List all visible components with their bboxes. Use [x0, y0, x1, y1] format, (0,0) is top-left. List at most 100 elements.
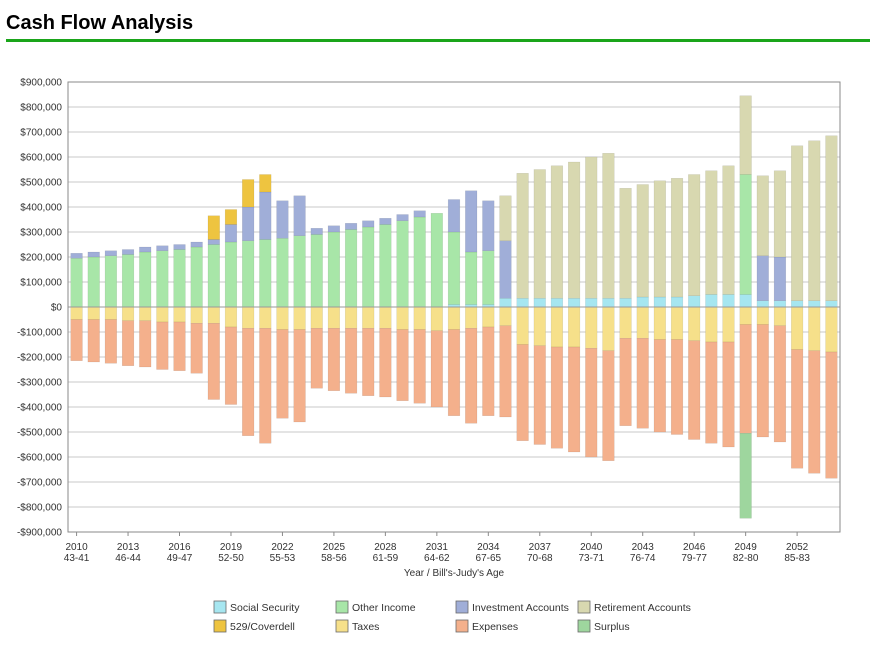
bar-segment [516, 173, 529, 299]
bar-segment [379, 218, 392, 225]
bar-segment [139, 320, 152, 368]
bar-segment [430, 330, 443, 408]
bar-segment [670, 339, 684, 435]
bar-segment [259, 306, 272, 329]
bar-segment [585, 348, 598, 458]
bar-segment [242, 328, 255, 436]
bar-segment [327, 225, 340, 233]
bar-segment [739, 95, 752, 175]
x-tick-year: 2040 [580, 542, 603, 553]
bar-segment [413, 306, 426, 330]
x-tick-year: 2052 [786, 542, 809, 553]
x-tick-year: 2049 [735, 542, 758, 553]
bar-segment [327, 306, 340, 329]
bar-segment [207, 239, 220, 245]
x-tick-ages: 55-53 [270, 553, 296, 564]
bar-segment [722, 341, 735, 448]
bar-segment [791, 349, 804, 469]
bar-segment [499, 240, 512, 299]
bar-segment [653, 296, 666, 308]
bar-segment [70, 258, 83, 308]
bar-segment [533, 169, 546, 299]
bar-segment [173, 244, 186, 250]
x-tick-year: 2013 [117, 542, 140, 553]
legend-swatch [455, 619, 469, 633]
bar-segment [808, 350, 821, 474]
bar-segment [516, 306, 529, 345]
bar-segment [121, 249, 135, 255]
bar-segment [139, 306, 152, 321]
bar-segment [276, 200, 289, 239]
bar-segment [499, 325, 512, 418]
bar-segment [533, 345, 546, 445]
bar-segment [773, 306, 787, 326]
bar-segment [825, 300, 838, 308]
x-tick-year: 2016 [168, 542, 191, 553]
bar-segment [104, 255, 117, 308]
bar-segment [224, 224, 238, 243]
y-tick-label: -$800,000 [17, 503, 62, 514]
bar-segment [670, 178, 684, 298]
bar-segment [739, 294, 752, 308]
bar-segment [224, 241, 238, 308]
bar-segment [379, 224, 392, 308]
bar-segment [739, 433, 752, 519]
x-tick-year: 2028 [374, 542, 397, 553]
bar-segment [207, 323, 220, 400]
bar-segment [739, 306, 752, 325]
bar-segment [482, 306, 495, 328]
x-tick-ages: 70-68 [527, 553, 553, 564]
bar-segment [636, 306, 649, 339]
legend-swatch [577, 600, 591, 614]
bar-segment [310, 306, 323, 329]
bar-segment [636, 296, 649, 308]
bar-segment [791, 145, 804, 301]
bar-segment [121, 320, 135, 366]
bar-segment [499, 298, 512, 308]
bar-segment [825, 135, 838, 301]
bar-segment [825, 351, 838, 479]
bar-segment [207, 215, 220, 240]
bar-segment [568, 306, 581, 348]
y-tick-label: -$100,000 [17, 328, 62, 339]
bar-segment [242, 206, 255, 241]
y-tick-label: -$600,000 [17, 453, 62, 464]
bar-segment [207, 244, 220, 308]
bar-segment [224, 209, 238, 225]
legend-label: Taxes [352, 621, 379, 633]
bar-segment [259, 239, 272, 308]
legend-swatch [335, 600, 349, 614]
bar-segment [482, 200, 495, 251]
bar-segment [104, 319, 117, 364]
bar-segment [550, 346, 564, 449]
bar-segment [568, 298, 581, 308]
x-tick-ages: 85-83 [784, 553, 810, 564]
bar-segment [207, 306, 220, 324]
x-tick-year: 2025 [323, 542, 346, 553]
bar-segment [722, 294, 735, 308]
y-tick-label: $0 [51, 303, 63, 314]
bar-segment [482, 326, 495, 416]
bar-segment [602, 298, 615, 308]
bar-segment [430, 306, 443, 331]
bar-segment [70, 306, 83, 320]
bar-segment [310, 228, 323, 235]
bar-segment [87, 306, 100, 320]
x-tick-year: 2034 [477, 542, 500, 553]
bar-segment [808, 306, 821, 351]
page-header: Cash Flow Analysis [6, 10, 870, 42]
bar-segment [173, 321, 186, 371]
bar-segment [379, 328, 392, 398]
bar-segment [190, 241, 203, 248]
bar-segment [87, 256, 100, 308]
bar-segment [327, 231, 340, 308]
bar-segment [756, 300, 769, 308]
bar-segment [585, 298, 598, 308]
x-axis-title: Year / Bill's-Judy's Age [404, 568, 505, 579]
bar-segment [756, 306, 769, 325]
bar-segment [756, 175, 769, 256]
x-tick-year: 2031 [426, 542, 449, 553]
bar-segment [293, 329, 306, 423]
y-tick-label: $900,000 [20, 78, 62, 89]
